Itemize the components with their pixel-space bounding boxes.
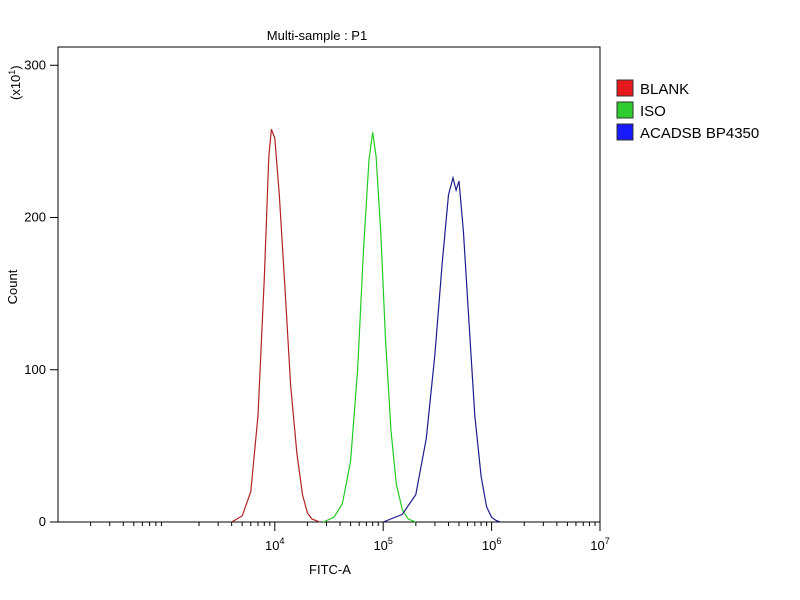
series-line-iso [323,132,417,523]
legend-label: ISO [640,103,666,120]
y-tick-label: 200 [24,210,46,225]
legend-swatch [616,79,634,97]
y-axis: 0 100 200 300 [24,57,58,529]
y-tick-label: 0 [39,514,46,529]
y-tick-label: 300 [24,57,46,72]
chart-title: Multi-sample : P1 [267,28,367,43]
x-tick-label: 105 [373,536,392,553]
series-line-blank [231,128,321,523]
y-axis-label: Count [5,269,20,304]
y-tick-label: 100 [24,362,46,377]
legend-swatch [616,123,634,141]
x-axis-label: FITC-A [309,562,351,577]
y-multiplier-label: (x101) [7,65,23,100]
legend-label: ACADSB BP4350 [640,125,759,142]
legend: BLANK ISO ACADSB BP4350 [616,79,759,142]
x-axis: 104 105 106 107 [90,522,610,553]
x-tick-label: 104 [265,536,284,553]
y-multiplier-base: (x10 [8,75,23,100]
plot-frame [57,46,601,523]
x-tick-label: 106 [482,536,501,553]
svg-text:(x101): (x101) [7,65,23,100]
y-multiplier-exp: 1 [7,70,17,75]
series-layer [231,128,501,523]
x-tick-label: 107 [590,536,609,553]
series-line-acadsb-bp4350 [382,175,501,523]
y-multiplier-close: ) [8,65,23,69]
legend-swatch [616,101,634,119]
legend-label: BLANK [640,81,689,98]
